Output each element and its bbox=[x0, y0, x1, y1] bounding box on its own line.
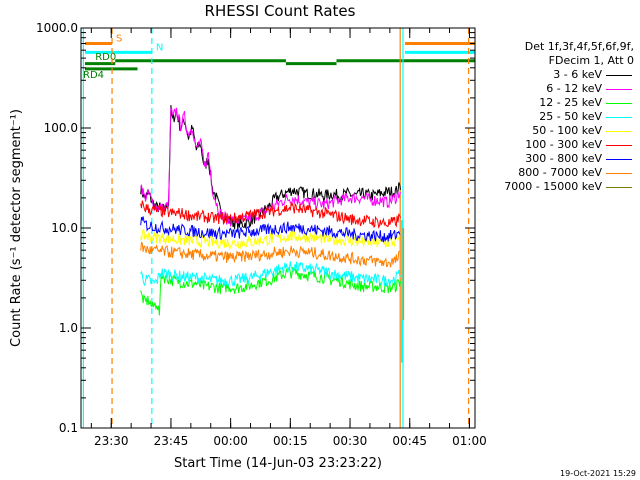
legend-entry-label: 25 - 50 keV bbox=[539, 110, 602, 123]
legend-swatch bbox=[606, 187, 632, 188]
series-line-0 bbox=[140, 105, 401, 230]
legend-swatch bbox=[606, 103, 632, 104]
y-tick-label-3: 100.0 bbox=[44, 121, 78, 135]
flag-label-0: S bbox=[116, 33, 122, 44]
x-tick-label-4: 00:30 bbox=[333, 434, 368, 448]
x-tick-label-2: 00:00 bbox=[213, 434, 248, 448]
legend-entry-label: 6 - 12 keV bbox=[546, 82, 602, 95]
series-line-6 bbox=[140, 216, 401, 243]
series-line-2 bbox=[140, 266, 401, 316]
legend-entry: 7000 - 15000 keV bbox=[484, 180, 634, 194]
legend-entry: 6 - 12 keV bbox=[484, 82, 634, 96]
legend-swatch bbox=[606, 75, 632, 76]
legend-entry-label: 100 - 300 keV bbox=[525, 138, 602, 151]
y-tick-label-0: 0.1 bbox=[59, 421, 78, 435]
legend-entry: 50 - 100 keV bbox=[484, 124, 634, 138]
x-axis-label: Start Time (14-Jun-03 23:23:22) bbox=[174, 456, 382, 471]
legend-header-line-2: FDecim 1, Att 0 bbox=[548, 54, 634, 67]
x-tick-label-5: 00:45 bbox=[392, 434, 427, 448]
legend-entry: 800 - 7000 keV bbox=[484, 166, 634, 180]
legend-header-line-1: Det 1f,3f,4f,5f,6f,9f, bbox=[524, 40, 634, 53]
legend-entry: 300 - 800 keV bbox=[484, 152, 634, 166]
legend: Det 1f,3f,4f,5f,6f,9f, FDecim 1, Att 0 3… bbox=[484, 40, 634, 194]
series-line-7 bbox=[140, 241, 401, 268]
legend-entry: 3 - 6 keV bbox=[484, 68, 634, 82]
legend-entry-label: 7000 - 15000 keV bbox=[504, 180, 602, 193]
legend-swatch bbox=[606, 145, 632, 146]
y-tick-label-1: 1.0 bbox=[59, 321, 78, 335]
flag-label-4: RD4 bbox=[83, 70, 104, 81]
legend-entry: 100 - 300 keV bbox=[484, 138, 634, 152]
legend-entry-label: 300 - 800 keV bbox=[525, 152, 602, 165]
flag-label-2: RD0 bbox=[95, 52, 116, 63]
series-lines bbox=[140, 105, 405, 363]
y-tick-label-2: 10.0 bbox=[51, 221, 78, 235]
y-axis-label: Count Rate (s⁻¹ detector segment⁻¹) bbox=[9, 109, 24, 347]
legend-entry-label: 3 - 6 keV bbox=[553, 68, 602, 81]
legend-entry: 25 - 50 keV bbox=[484, 110, 634, 124]
chart-title: RHESSI Count Rates bbox=[204, 2, 356, 20]
series-line-5 bbox=[140, 200, 401, 229]
legend-entries: 3 - 6 keV 6 - 12 keV 12 - 25 keV 25 - 50 ke… bbox=[484, 68, 634, 194]
x-tick-label-1: 23:45 bbox=[154, 434, 189, 448]
x-axis-ticks: 23:30 23:45 00:00 00:15 00:30 00:45 01:00 bbox=[90, 28, 487, 448]
x-tick-label-0: 23:30 bbox=[94, 434, 129, 448]
flag-label-1: N bbox=[156, 42, 163, 53]
legend-swatch bbox=[606, 159, 632, 160]
y-tick-label-4: 1000.0 bbox=[36, 21, 78, 35]
series-line-4 bbox=[140, 228, 401, 250]
plot-frame bbox=[80, 27, 476, 429]
legend-entry-label: 50 - 100 keV bbox=[532, 124, 602, 137]
legend-entry-label: 800 - 7000 keV bbox=[518, 166, 602, 179]
flag-bars: S N RD0 RD4 bbox=[83, 33, 475, 81]
y-axis-ticks: 0.1 1.0 10.0 100.0 1000.0 bbox=[36, 21, 475, 435]
legend-entry: 12 - 25 keV bbox=[484, 96, 634, 110]
legend-swatch bbox=[606, 89, 632, 90]
series-line-3 bbox=[140, 261, 401, 288]
legend-swatch bbox=[606, 117, 632, 118]
x-tick-label-3: 00:15 bbox=[273, 434, 308, 448]
x-tick-label-6: 01:00 bbox=[452, 434, 487, 448]
legend-entry-label: 12 - 25 keV bbox=[539, 96, 602, 109]
legend-swatch bbox=[606, 173, 632, 174]
footer-timestamp: 19-Oct-2021 15:29 bbox=[560, 469, 636, 478]
legend-swatch bbox=[606, 131, 632, 132]
